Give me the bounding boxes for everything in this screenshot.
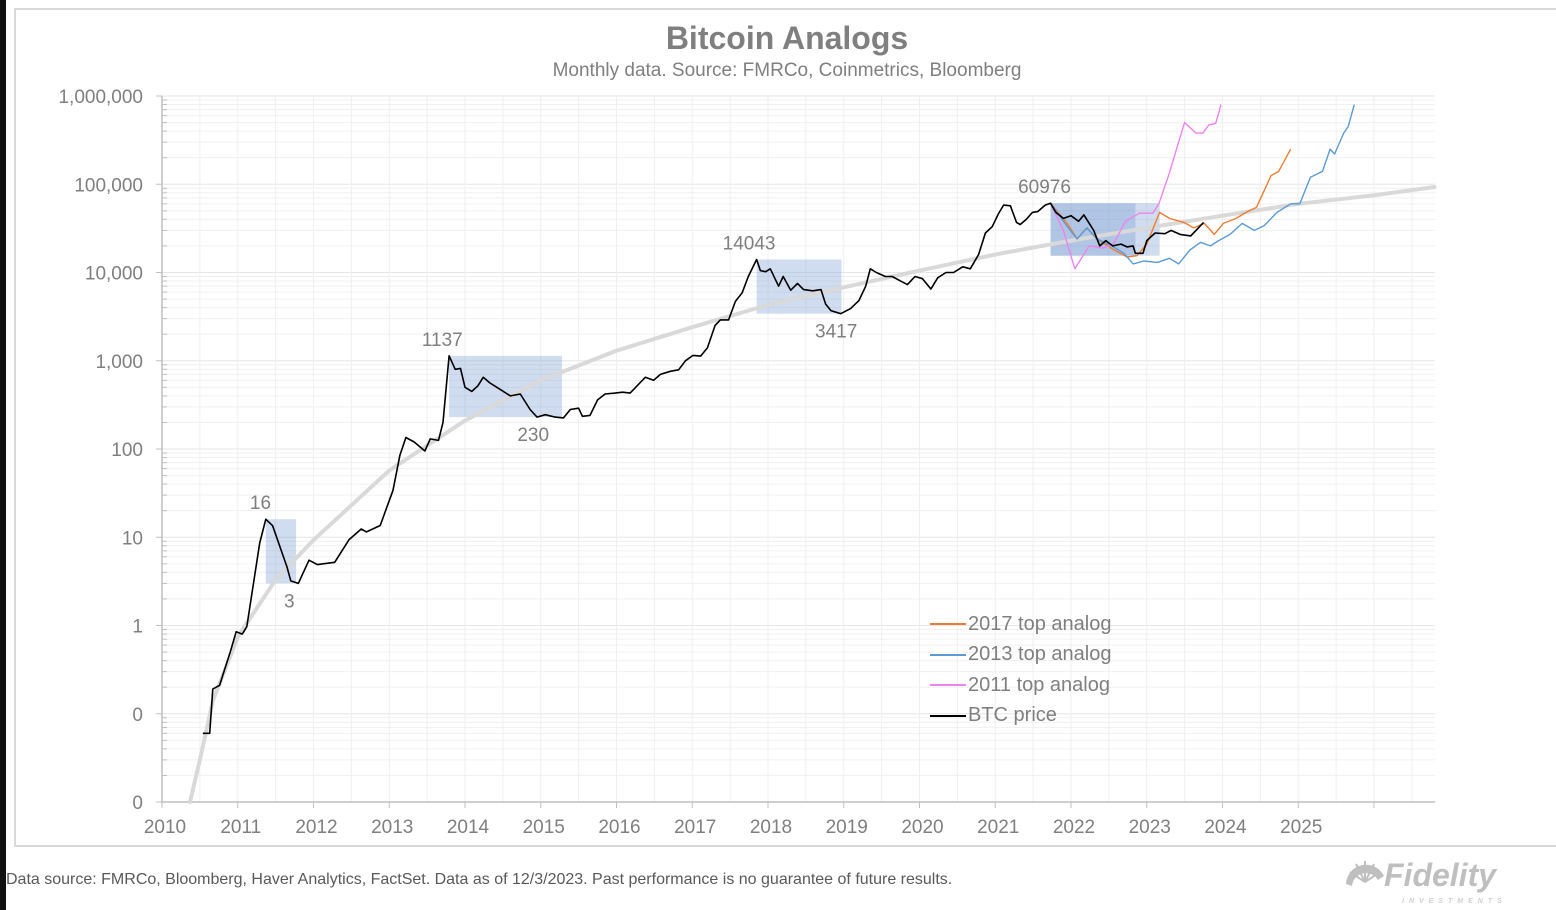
x-tick-label: 2010	[144, 817, 186, 838]
y-tick-label: 1,000	[95, 352, 143, 373]
chart-subtitle: Monthly data. Source: FMRCo, Coinmetrics…	[552, 60, 1022, 81]
x-tick-label: 2018	[750, 817, 792, 838]
legend-swatch	[930, 653, 966, 656]
y-tick-label: 1	[132, 617, 143, 638]
chart-title: Bitcoin Analogs	[665, 20, 909, 56]
data-label: 3417	[815, 322, 857, 343]
shaded-period	[449, 355, 562, 418]
x-tick-label: 2015	[523, 817, 565, 838]
logo-wordmark: Fidelity	[1384, 857, 1498, 893]
data-label: 60976	[1018, 177, 1071, 198]
legend: 2017 top analog 2013 top analog 2011 top…	[930, 609, 1111, 731]
series-line-2011-top-analog	[1049, 104, 1222, 270]
series-line-btc-price	[202, 202, 1205, 735]
x-tick-label: 2021	[977, 817, 1019, 838]
footer-disclaimer: Data source: FMRCo, Bloomberg, Haver Ana…	[6, 871, 953, 888]
gridlines	[162, 95, 1435, 803]
x-tick-label: 2025	[1280, 817, 1322, 838]
legend-swatch	[930, 684, 966, 687]
data-label: 1137	[422, 330, 463, 351]
legend-item-2013: 2013 top analog	[930, 640, 1111, 671]
data-label: 3	[284, 591, 295, 612]
y-tick-label: 100,000	[74, 175, 143, 196]
x-tick-label: 2019	[826, 817, 868, 838]
y-tick-label: 1,000,000	[58, 87, 143, 108]
data-label: 230	[517, 425, 549, 446]
legend-label: 2013 top analog	[968, 643, 1112, 666]
x-tick-label: 2017	[674, 817, 716, 838]
x-tick-label: 2023	[1129, 817, 1171, 838]
x-tick-label: 2013	[371, 817, 413, 838]
series-line-2013-top-analog	[1049, 104, 1355, 265]
data-label: 16	[250, 493, 271, 514]
legend-item-2017: 2017 top analog	[930, 609, 1111, 640]
legend-item-btc: BTC price	[930, 701, 1111, 732]
data-label: 14043	[723, 233, 776, 254]
x-tick-label: 2014	[447, 817, 490, 838]
fidelity-logo: Fidelity INVESTMENTS	[1346, 857, 1507, 905]
trend-line	[188, 185, 1437, 804]
y-tick-label: 10,000	[85, 264, 143, 285]
x-tick-label: 2024	[1204, 817, 1247, 838]
y-tick-label: 0	[132, 793, 143, 814]
y-tick-label: 10	[122, 528, 143, 549]
left-edge	[0, 0, 6, 910]
sunburst-icon	[1346, 861, 1384, 886]
legend-label: 2017 top analog	[968, 612, 1112, 635]
legend-label: BTC price	[968, 704, 1057, 727]
logo-subtext: INVESTMENTS	[1402, 898, 1507, 905]
chart-frame	[14, 8, 1556, 847]
legend-label: 2011 top analog	[968, 673, 1110, 696]
y-tick-label: 0	[132, 705, 143, 726]
x-tick-label: 2011	[220, 817, 261, 838]
legend-swatch	[930, 623, 966, 626]
legend-swatch	[930, 714, 966, 717]
x-tick-label: 2012	[295, 817, 337, 838]
legend-item-2011: 2011 top analog	[930, 670, 1111, 701]
y-tick-label: 100	[111, 440, 143, 461]
x-tick-label: 2020	[901, 817, 943, 838]
x-tick-label: 2016	[598, 817, 640, 838]
x-tick-label: 2022	[1053, 817, 1095, 838]
